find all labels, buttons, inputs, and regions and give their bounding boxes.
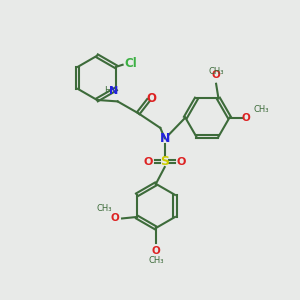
Text: O: O <box>241 112 250 123</box>
Text: H: H <box>104 86 111 95</box>
Text: O: O <box>110 213 119 223</box>
Text: CH₃: CH₃ <box>254 105 269 114</box>
Text: CH₃: CH₃ <box>208 68 224 76</box>
Text: Cl: Cl <box>124 57 137 70</box>
Text: CH₃: CH₃ <box>148 256 164 265</box>
Text: N: N <box>109 86 118 96</box>
Text: O: O <box>143 157 153 167</box>
Text: S: S <box>160 155 169 168</box>
Text: O: O <box>152 246 160 256</box>
Text: N: N <box>160 132 170 145</box>
Text: O: O <box>212 70 220 80</box>
Text: O: O <box>177 157 186 167</box>
Text: O: O <box>146 92 157 105</box>
Text: CH₃: CH₃ <box>96 205 112 214</box>
